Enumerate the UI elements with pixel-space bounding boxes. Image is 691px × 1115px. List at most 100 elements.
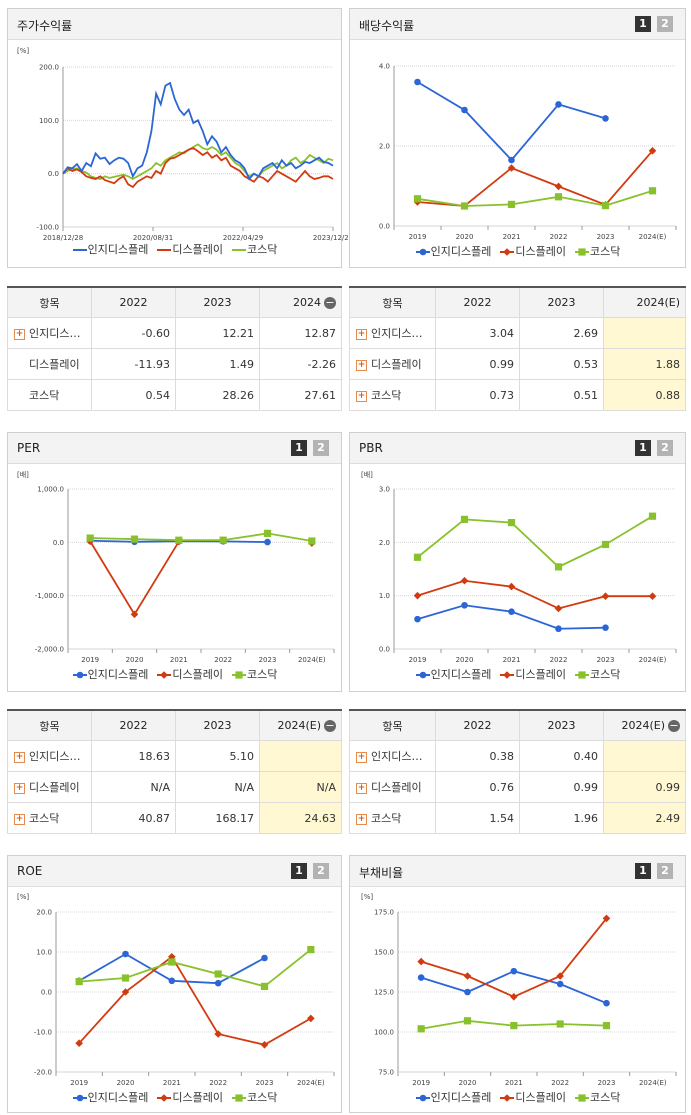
page-2-button[interactable]: 2 [313,440,329,456]
legend-item-kosdaq: 코스닥 [231,1089,277,1105]
page-2-button[interactable]: 2 [313,863,329,879]
page-1-button[interactable]: 1 [291,863,307,879]
table-cell: -11.93 [91,348,176,380]
legend-swatch [72,1094,87,1102]
page-1-button[interactable]: 1 [635,16,651,32]
legend-label: 코스닥 [589,1091,621,1104]
chart-legend: 인지디스플레 디스플레이 코스닥 [350,243,685,259]
legend-label: 디스플레이 [172,243,223,256]
expand-plus-icon[interactable]: + [14,328,25,340]
row-name: + 인지디스… [7,740,92,772]
square-marker [168,958,176,966]
row-name: + 인지디스… [349,317,436,349]
expand-plus-icon[interactable]: + [356,751,367,763]
row-name: + 디스플레이 [349,348,436,380]
legend-label: 디스플레이 [172,668,223,681]
legend-item-kosdaq: 코스닥 [574,1089,620,1105]
y-tick-label: 125.0 [374,989,394,997]
expand-plus-icon[interactable]: + [356,328,367,340]
y-tick-label: 175.0 [374,909,394,917]
expand-plus-icon[interactable]: + [14,813,25,825]
diamond-marker [413,591,422,600]
table-cell: 2.49 [603,802,686,834]
series-line [417,579,653,610]
expand-plus-icon[interactable]: + [14,782,25,794]
debt-ratio-panel: 부채비율 1 2 [%] 175.0 150.0 125.0 100.0 75.0 201… [349,855,686,1113]
x-tick-label: 2019 [81,656,99,664]
circle-marker [602,624,609,631]
collapse-icon[interactable]: − [668,719,680,732]
chart-legend: 인지디스플레 디스플레이 코스닥 [350,1089,685,1105]
column-header: 항목 [349,286,436,318]
collapse-icon[interactable]: − [324,296,336,309]
column-header: 2022 [91,286,176,318]
circle-marker [414,615,421,623]
y-tick-label: 150.0 [374,949,394,957]
per-table: 항목 2022 2023 2024(E) − + 인지디스… 18.63 5.10 + 디스플레이 N… [7,709,342,834]
x-tick-label: 2023 [256,1079,274,1087]
row-label: 코스닥 [29,389,60,402]
square-marker [235,1094,243,1102]
expand-plus-icon[interactable]: + [14,751,25,763]
square-marker [235,671,243,679]
square-marker [507,200,516,208]
panel-header: ROE 1 2 [8,856,341,887]
table-cell: -2.26 [259,348,342,380]
x-tick-label: 2024(E) [639,656,667,664]
square-marker [263,529,272,537]
legend-item-industry: 디스플레이 [156,1089,223,1105]
page-2-button[interactable]: 2 [657,16,673,32]
legend-label: 인지디스플레 [430,245,492,258]
diamond-marker [417,957,425,966]
circle-marker [461,106,468,114]
square-marker [578,248,586,256]
page-2-button[interactable]: 2 [657,863,673,879]
circle-marker [261,954,268,962]
table-cell: 0.88 [603,379,686,411]
x-tick-label: 2020 [456,233,474,241]
diamond-marker [601,592,610,600]
page-1-button[interactable]: 1 [635,440,651,456]
square-marker [554,193,563,201]
y-tick-label: 100.0 [374,1029,394,1037]
page-1-button[interactable]: 1 [291,440,307,456]
circle-marker [419,1094,426,1102]
chart-legend: 인지디스플레 디스플레이 코스닥 [8,1089,341,1105]
expand-plus-icon[interactable]: + [356,359,367,371]
square-marker [75,978,83,986]
expand-plus-icon[interactable]: + [356,782,367,794]
diamond-marker [214,1030,222,1038]
square-marker [510,1022,518,1030]
y-tick-label: 2.0 [379,539,390,547]
row-label: 코스닥 [29,812,60,825]
legend-label: 디스플레이 [172,1091,223,1104]
square-marker [308,537,316,545]
top-strip [0,0,691,8]
collapse-icon[interactable]: − [324,719,336,732]
table-cell: 24.63 [259,802,342,834]
series-line [89,540,180,617]
square-marker [86,534,94,542]
series-line [79,948,312,988]
circle-marker [464,988,471,996]
y-tick-label: 100.0 [39,117,59,125]
page-2-button[interactable]: 2 [657,440,673,456]
page-1-button[interactable]: 1 [635,863,651,879]
unit-label: [%] [17,893,30,901]
diamond-marker [648,147,657,155]
table-cell: 12.21 [175,317,260,349]
square-marker [602,1022,611,1030]
column-header: 항목 [7,709,92,741]
panel-header: PBR 1 2 [350,433,685,464]
legend-swatch [500,1094,515,1102]
diamond-marker [463,972,472,980]
unit-label: [%] [17,47,30,55]
table-cell: N/A [91,771,176,803]
circle-marker [556,980,564,988]
square-marker [460,202,469,210]
diamond-marker [307,1014,315,1023]
legend-swatch [231,249,246,251]
dividend-yield-panel: 배당수익률 1 2 4.0 2.0 0.0 2019 2020 2021 2022 2023 2… [349,8,686,268]
expand-plus-icon[interactable]: + [356,390,367,402]
expand-plus-icon[interactable]: + [356,813,367,825]
